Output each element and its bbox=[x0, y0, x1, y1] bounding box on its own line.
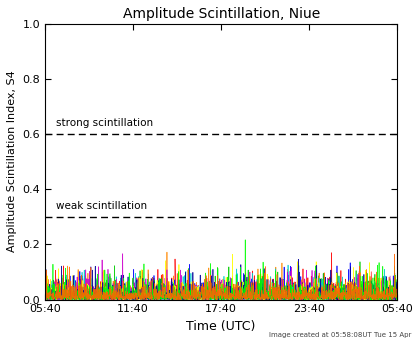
Title: Amplitude Scintillation, Niue: Amplitude Scintillation, Niue bbox=[123, 7, 320, 21]
Y-axis label: Amplitude Scintillation Index, S4: Amplitude Scintillation Index, S4 bbox=[7, 71, 17, 252]
Text: weak scintillation: weak scintillation bbox=[56, 201, 147, 211]
Text: Image created at 05:58:08UT Tue 15 Apr: Image created at 05:58:08UT Tue 15 Apr bbox=[269, 332, 412, 338]
Text: strong scintillation: strong scintillation bbox=[56, 118, 153, 129]
X-axis label: Time (UTC): Time (UTC) bbox=[186, 320, 256, 333]
